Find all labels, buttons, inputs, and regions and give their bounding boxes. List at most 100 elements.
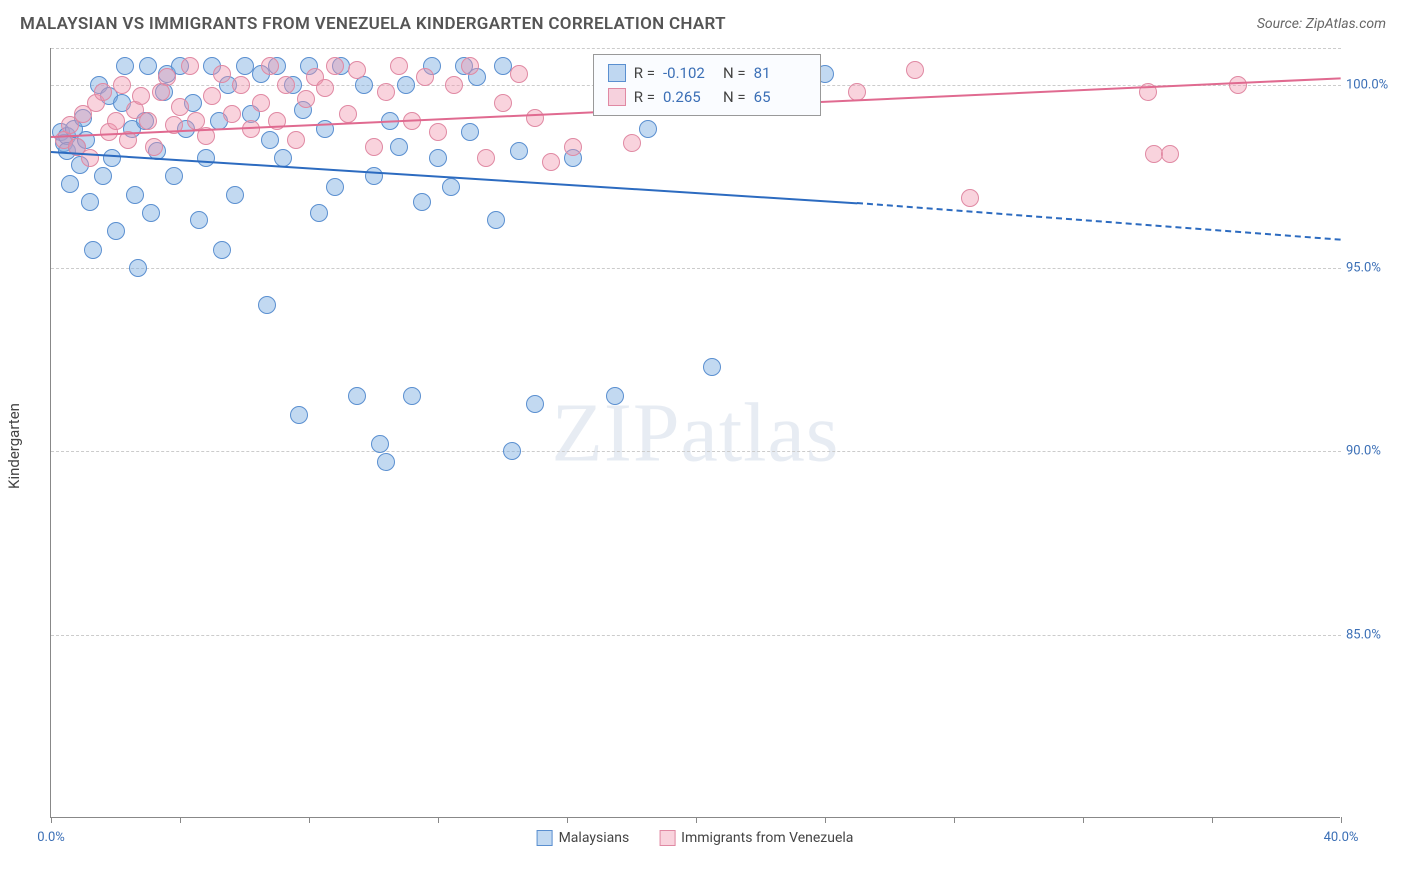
- data-point: [564, 138, 582, 156]
- data-point: [348, 61, 366, 79]
- data-point: [494, 94, 512, 112]
- data-point: [213, 65, 231, 83]
- data-point: [203, 87, 221, 105]
- legend-item: Malaysians: [537, 830, 630, 846]
- data-point: [371, 435, 389, 453]
- chart-header: MALAYSIAN VS IMMIGRANTS FROM VENEZUELA K…: [0, 0, 1406, 46]
- data-point: [445, 76, 463, 94]
- legend-swatch: [608, 64, 626, 82]
- data-point: [703, 358, 721, 376]
- data-point: [158, 68, 176, 86]
- data-point: [107, 222, 125, 240]
- data-point: [365, 167, 383, 185]
- legend-n-value: 65: [754, 85, 806, 109]
- data-point: [274, 149, 292, 167]
- x-tick-label: 40.0%: [1324, 830, 1359, 845]
- data-point: [1229, 76, 1247, 94]
- legend-swatch: [659, 830, 675, 846]
- x-tick: [438, 817, 439, 823]
- data-point: [526, 395, 544, 413]
- legend-r-label: R =: [634, 61, 655, 85]
- data-point: [487, 211, 505, 229]
- data-point: [510, 65, 528, 83]
- data-point: [442, 178, 460, 196]
- y-tick-label: 100.0%: [1340, 77, 1386, 92]
- data-point: [181, 57, 199, 75]
- x-tick: [825, 817, 826, 823]
- data-point: [81, 149, 99, 167]
- legend-row: R =0.265N =65: [608, 85, 806, 109]
- gridline: [51, 48, 1341, 49]
- x-tick: [1083, 817, 1084, 823]
- legend-row: R = -0.102 N = 81: [608, 61, 806, 85]
- data-point: [316, 79, 334, 97]
- bottom-legend: Malaysians Immigrants from Venezuela: [537, 830, 854, 846]
- data-point: [139, 57, 157, 75]
- legend-n-value: 81: [754, 61, 806, 85]
- data-point: [165, 167, 183, 185]
- legend-label: Immigrants from Venezuela: [681, 830, 853, 846]
- data-point: [261, 57, 279, 75]
- data-point: [377, 453, 395, 471]
- y-tick-label: 85.0%: [1340, 627, 1386, 642]
- data-point: [81, 193, 99, 211]
- data-point: [639, 120, 657, 138]
- x-tick: [1341, 817, 1342, 823]
- data-point: [84, 241, 102, 259]
- data-point: [542, 153, 560, 171]
- data-point: [623, 134, 641, 152]
- x-tick: [1212, 817, 1213, 823]
- data-point: [348, 387, 366, 405]
- data-point: [503, 442, 521, 460]
- data-point: [390, 138, 408, 156]
- data-point: [277, 76, 295, 94]
- x-tick: [51, 817, 52, 823]
- data-point: [526, 109, 544, 127]
- data-point: [145, 138, 163, 156]
- data-point: [510, 142, 528, 160]
- data-point: [377, 83, 395, 101]
- data-point: [252, 94, 270, 112]
- watermark: ZIPatlas: [552, 384, 840, 481]
- data-point: [290, 406, 308, 424]
- data-point: [61, 175, 79, 193]
- legend-r-value: 0.265: [663, 85, 715, 109]
- data-point: [107, 112, 125, 130]
- data-point: [261, 131, 279, 149]
- x-tick: [567, 817, 568, 823]
- data-point: [223, 105, 241, 123]
- data-point: [961, 189, 979, 207]
- data-point: [310, 204, 328, 222]
- data-point: [906, 61, 924, 79]
- data-point: [197, 149, 215, 167]
- legend-label: Malaysians: [559, 830, 630, 846]
- data-point: [171, 98, 189, 116]
- x-tick: [309, 817, 310, 823]
- data-point: [429, 149, 447, 167]
- data-point: [326, 57, 344, 75]
- data-point: [416, 68, 434, 86]
- data-point: [297, 90, 315, 108]
- data-point: [103, 149, 121, 167]
- y-tick-label: 90.0%: [1340, 444, 1386, 459]
- legend-swatch: [537, 830, 553, 846]
- data-point: [113, 76, 131, 94]
- stats-legend: R = -0.102 N = 81R = 0.265 N = 65: [593, 54, 821, 116]
- data-point: [213, 241, 231, 259]
- data-point: [287, 131, 305, 149]
- legend-r-value: -0.102: [663, 61, 715, 85]
- legend-n-label: N =: [723, 85, 746, 109]
- plot-region: ZIPatlas 85.0%90.0%95.0%100.0%0.0%40.0%R…: [50, 48, 1340, 818]
- data-point: [232, 76, 250, 94]
- data-point: [126, 186, 144, 204]
- data-point: [397, 76, 415, 94]
- data-point: [390, 57, 408, 75]
- x-tick: [180, 817, 181, 823]
- data-point: [1161, 145, 1179, 163]
- legend-n-label: N =: [723, 61, 746, 85]
- data-point: [461, 123, 479, 141]
- x-tick: [954, 817, 955, 823]
- data-point: [403, 387, 421, 405]
- chart-source: Source: ZipAtlas.com: [1257, 16, 1386, 32]
- gridline: [51, 451, 1341, 452]
